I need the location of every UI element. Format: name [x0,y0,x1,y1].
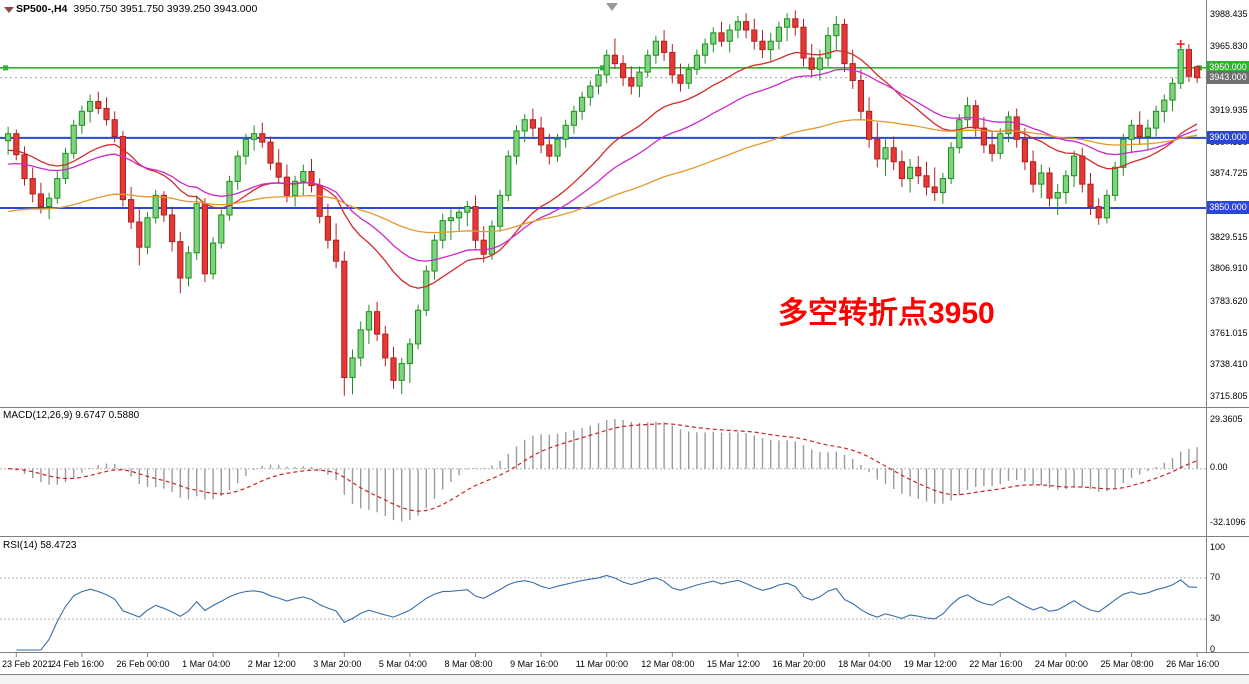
price-axis-label: 3738.410 [1210,359,1248,370]
price-lines-layer [0,65,1206,209]
chart-shift-marker-icon[interactable] [606,3,618,11]
rsi-axis-100: 100 [1210,542,1226,552]
price-box-3850.000: 3850.000 [1207,200,1249,214]
price-axis-label: 3783.620 [1210,295,1248,306]
candles-layer [5,10,1201,396]
time-axis-label: 2 Mar 12:00 [247,659,296,669]
price-scale[interactable] [1206,0,1249,652]
time-axis-label: 25 Mar 08:00 [1100,659,1154,669]
price-axis-label: 3919.935 [1210,104,1248,115]
chart-annotation: 多空转折点3950 [778,297,995,330]
price-box-3950.000: 3950.000 [1207,60,1249,74]
macd-signal-line [8,423,1198,512]
macd-axis-zero: 0.00 [1210,462,1228,472]
current-price-box: 3943.000 [1207,70,1249,84]
price-axis-label: 3715.805 [1210,391,1248,401]
rsi-axis-70: 70 [1210,572,1221,582]
time-axis-label: 3 Mar 20:00 [313,659,362,669]
horizontal-scrollbar[interactable] [0,675,1249,684]
rsi-panel-label: RSI(14) 58.4723 [3,540,77,551]
price-axis-label: 3874.725 [1210,168,1248,179]
price-axis-label: 3806.910 [1210,263,1248,274]
price-axis-label: 3761.015 [1210,327,1248,338]
ma-mid-magenta [8,68,1198,262]
rsi-axis-0: 0 [1210,644,1216,654]
rsi-line [16,574,1198,651]
rsi-axis-30: 30 [1210,613,1221,623]
ohlc-values: 3950.750 3951.750 3939.250 3943.000 [73,3,258,15]
hline-handle[interactable] [3,65,8,71]
macd-axis-min: -32.1096 [1210,517,1246,527]
symbol-timeframe-label: SP500-,H4 [16,3,68,15]
hline-handle[interactable] [600,65,605,71]
price-axis-label: 3988.435 [1210,9,1248,19]
time-axis-label: 18 Mar 04:00 [838,659,892,669]
price-box-3900.000: 3900.000 [1207,130,1249,144]
time-axis-label: 5 Mar 04:00 [378,659,427,669]
time-axis-label: 26 Mar 16:00 [1166,659,1220,669]
chart-header: SP500-,H4 3950.750 3951.750 3939.250 3943… [16,3,257,15]
time-axis-label: 9 Mar 16:00 [510,659,559,669]
time-axis-label: 19 Mar 12:00 [903,659,957,669]
ma-slow-orange [7,119,1198,234]
time-axis-label: 24 Feb 16:00 [50,659,104,669]
indicator-layer [0,419,1206,651]
time-axis-label: 8 Mar 08:00 [444,659,493,669]
symbol-marker-icon [4,7,14,13]
time-axis-label: 1 Mar 04:00 [182,659,231,669]
time-axis-label: 23 Feb 2021 [2,659,53,669]
trade-marker-icon [1176,40,1185,49]
time-axis-label: 12 Mar 08:00 [641,659,695,669]
time-axis-label: 11 Mar 00:00 [575,659,629,669]
time-axis-label: 26 Feb 00:00 [116,659,170,669]
macd-panel-label: MACD(12,26,9) 9.6747 0.5880 [3,410,140,421]
time-axis-label: 24 Mar 00:00 [1034,659,1088,669]
macd-axis-max: 29.3605 [1210,414,1243,424]
price-axis-label: 3965.830 [1210,40,1248,51]
time-axis-label: 15 Mar 12:00 [706,659,760,669]
price-axis-label: 3829.515 [1210,231,1248,242]
time-axis-label: 16 Mar 20:00 [772,659,826,669]
time-axis-label: 22 Mar 16:00 [969,659,1023,669]
moving-averages-layer [7,3,1198,289]
